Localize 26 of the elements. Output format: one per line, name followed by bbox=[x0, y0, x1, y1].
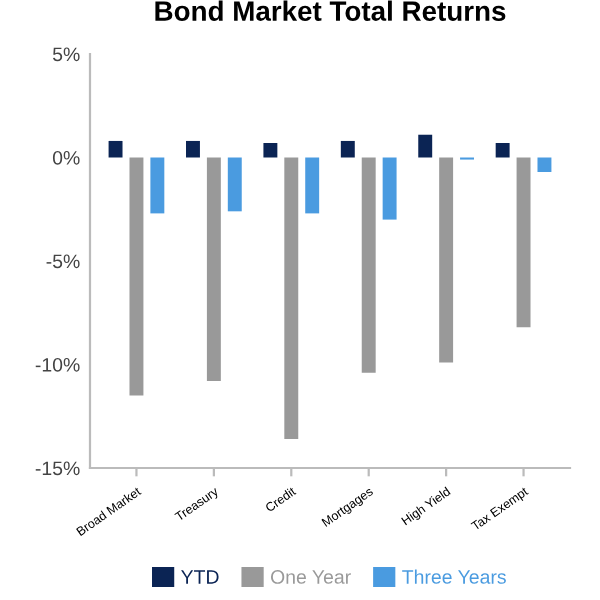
bar bbox=[516, 157, 531, 328]
bar bbox=[439, 157, 454, 363]
bar bbox=[263, 143, 278, 158]
bar bbox=[495, 143, 510, 158]
legend-label: One Year bbox=[270, 570, 351, 584]
y-tick-label: 5% bbox=[52, 47, 80, 62]
bar bbox=[418, 134, 433, 158]
y-tick-label: -15% bbox=[35, 461, 80, 476]
y-tick-label: 0% bbox=[52, 150, 80, 165]
bar bbox=[108, 140, 123, 158]
chart-title: Bond Market Total Returns bbox=[155, 0, 506, 21]
bar bbox=[227, 157, 242, 212]
bar bbox=[206, 157, 221, 382]
bar bbox=[537, 157, 552, 172]
bar bbox=[340, 140, 355, 158]
y-tick-label: -10% bbox=[35, 357, 80, 372]
bar bbox=[186, 140, 200, 158]
bar bbox=[150, 157, 165, 214]
legend-label: Three Years bbox=[402, 569, 506, 584]
bar bbox=[129, 157, 144, 396]
bar bbox=[284, 157, 299, 440]
bar bbox=[361, 157, 376, 373]
bar bbox=[382, 157, 397, 220]
bar bbox=[305, 157, 320, 214]
y-tick-label: -5% bbox=[46, 254, 80, 269]
legend-label: YTD bbox=[181, 570, 219, 584]
